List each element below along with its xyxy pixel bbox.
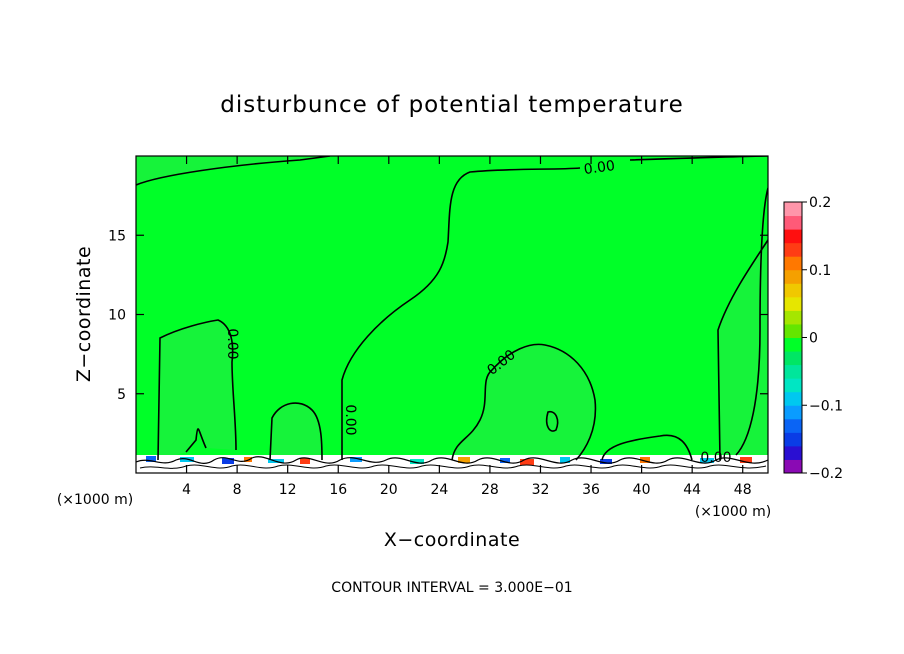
y-axis-unit: (×1000 m) <box>57 492 133 508</box>
contour-region-left <box>158 320 236 460</box>
colorbar-tick-label: −0.2 <box>809 466 843 482</box>
colorbar-tick-label: 0 <box>809 331 818 347</box>
contour-line-mid-left <box>185 428 207 453</box>
colorbar-swatch <box>784 269 802 284</box>
x-tick-label: 24 <box>430 482 448 498</box>
colorbar-swatch <box>784 229 802 244</box>
y-axis: 5 10 15 <box>108 228 768 403</box>
x-tick-label: 32 <box>532 482 550 498</box>
contour-region-middle <box>452 344 596 460</box>
colorbar-swatch <box>784 378 802 393</box>
x-tick-label: 44 <box>683 482 701 498</box>
x-tick-label: 16 <box>329 482 347 498</box>
colorbar-swatch <box>784 256 802 271</box>
surface-layer <box>136 455 768 473</box>
colorbar-tick-label: 0.2 <box>809 195 831 211</box>
colorbar-swatch <box>784 337 802 352</box>
x-tick-label: 12 <box>279 482 297 498</box>
x-tick-label: 8 <box>233 482 242 498</box>
colorbar-swatch <box>784 215 802 230</box>
contour-region-top <box>136 156 330 185</box>
contour-label: 0.00 <box>224 328 240 359</box>
x-axis: 4 8 12 16 20 24 28 32 36 40 44 48 <box>182 156 752 498</box>
colorbar-swatch <box>784 323 802 338</box>
colorbar-swatch <box>784 283 802 298</box>
y-tick-label: 10 <box>108 308 126 324</box>
plot-field <box>136 156 768 473</box>
colorbar-swatch <box>784 364 802 379</box>
x-tick-label: 36 <box>582 482 600 498</box>
colorbar-tick-label: 0.1 <box>809 263 831 279</box>
y-axis-title: Z−coordinate <box>73 246 95 382</box>
contour-labels: 0.00 0.00 0.00 0.00 0.00 <box>224 158 732 466</box>
contour-regions <box>136 156 768 473</box>
contour-line-bump <box>269 402 323 461</box>
contour-line-small-loop <box>545 410 559 432</box>
colorbar-swatch <box>784 432 802 447</box>
x-axis-unit: (×1000 m) <box>695 504 771 520</box>
contour-line-top <box>136 156 331 186</box>
colorbar-swatch <box>784 202 802 217</box>
contour-lines <box>136 156 768 461</box>
colorbar-swatch <box>784 405 802 420</box>
colorbar-swatch <box>784 445 802 460</box>
colorbar-tick-label: −0.1 <box>809 398 843 414</box>
contour-line-left <box>157 319 237 461</box>
chart-title: disturbunce of potential temperature <box>220 92 684 118</box>
contour-line-right-edge <box>735 187 768 456</box>
contour-line-upper <box>341 167 581 460</box>
colorbar-swatch <box>784 459 802 474</box>
y-tick-label: 15 <box>108 228 126 244</box>
contour-line-middle <box>451 343 597 461</box>
x-tick-label: 48 <box>734 482 752 498</box>
x-tick-label: 40 <box>633 482 651 498</box>
contour-interval-text: CONTOUR INTERVAL = 3.000E−01 <box>331 580 572 596</box>
contour-region-bump <box>270 403 322 460</box>
contour-label: 0.00 <box>700 450 731 466</box>
colorbar-swatch <box>784 351 802 366</box>
contour-line-right-low <box>601 434 693 461</box>
x-tick-label: 20 <box>380 482 398 498</box>
colorbar-swatch <box>784 296 802 311</box>
x-tick-label: 28 <box>481 482 499 498</box>
x-axis-title: X−coordinate <box>384 529 520 551</box>
y-tick-label: 5 <box>117 387 126 403</box>
x-tick-label: 4 <box>182 482 191 498</box>
colorbar-swatch <box>784 418 802 433</box>
colorbar: 0.2 0.1 0 −0.1 −0.2 <box>783 195 843 482</box>
colorbar-swatch <box>784 242 802 257</box>
contour-label: 0.00 <box>342 404 358 435</box>
colorbar-swatch <box>784 310 802 325</box>
colorbar-swatch <box>784 391 802 406</box>
